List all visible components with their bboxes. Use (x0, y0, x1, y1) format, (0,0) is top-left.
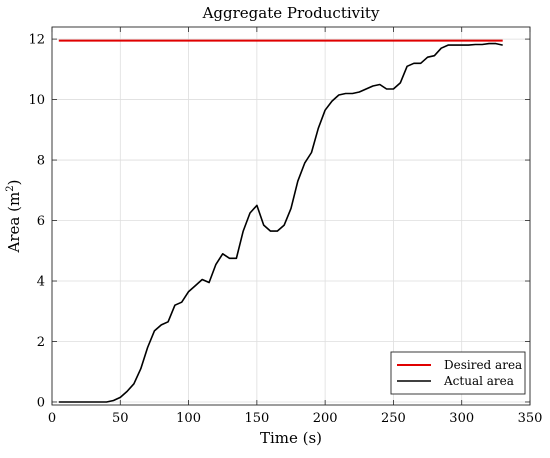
legend-label-desired-area: Desired area (444, 358, 522, 372)
y-tick-label: 8 (37, 154, 45, 169)
x-axis-label: Time (s) (260, 429, 322, 447)
legend-box (390, 351, 526, 395)
x-tick-label: 100 (176, 411, 201, 426)
grid-layer (51, 27, 531, 405)
y-tick-label: 4 (37, 275, 45, 290)
x-tick-label: 0 (48, 411, 56, 426)
y-axis-label-superscript: 2 (5, 185, 16, 191)
y-tick-label: 10 (28, 93, 45, 108)
y-tick-label: 12 (28, 33, 45, 48)
x-tick-label: 150 (244, 411, 269, 426)
tick-layer: 0 50 100 150 200 250 300 350 0 2 4 6 8 10 12 (28, 27, 542, 426)
plot-frame (51, 26, 531, 406)
x-tick-label: 250 (381, 411, 406, 426)
y-tick-label: 2 (37, 335, 45, 350)
legend-label-actual-area: Actual area (443, 374, 514, 388)
y-axis-label-main: Area (m (5, 192, 23, 254)
series-layer (58, 39, 503, 403)
y-tick-label: 0 (37, 395, 45, 410)
x-tick-label: 50 (112, 411, 129, 426)
legend: Desired area Actual area (390, 351, 526, 395)
y-axis-label: Area (m2) (5, 180, 23, 254)
chart-title: Aggregate Productivity (202, 4, 380, 22)
series-line-actual-area (58, 42, 503, 403)
x-tick-label: 300 (449, 411, 474, 426)
x-tick-label: 350 (518, 411, 543, 426)
x-tick-label: 200 (313, 411, 338, 426)
y-tick-label: 6 (37, 214, 45, 229)
y-axis-label-suffix: ) (5, 180, 23, 186)
